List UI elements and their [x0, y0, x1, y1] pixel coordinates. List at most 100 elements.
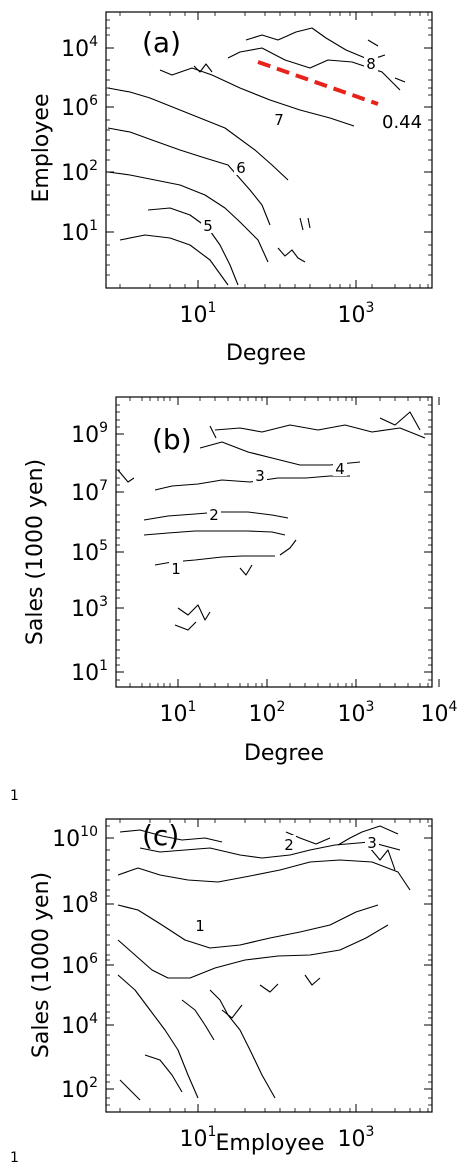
stray-mark-2: 1 [10, 1150, 19, 1166]
x-tick-label: 101 [180, 1124, 217, 1152]
contour-line [144, 1054, 183, 1093]
contour-line [107, 127, 271, 226]
contour-level-label: 3 [367, 834, 377, 852]
contour-line [369, 847, 396, 871]
panel-label: (c) [142, 819, 179, 852]
contour-level-label: 6 [236, 159, 246, 177]
contour-line [119, 829, 223, 843]
contour-line [239, 564, 253, 576]
contour-label-bg [193, 916, 207, 933]
contour-line [159, 67, 355, 127]
panel-a: 101 103 104 106 102 101 8 7 6 5 (a) Degree Employee 0… [29, 11, 433, 366]
contour-label-bg [207, 505, 221, 522]
y-tick-label: 102 [61, 1075, 98, 1103]
contour-line [154, 475, 350, 491]
contour-line [307, 217, 311, 229]
y-tick-label: 101 [71, 658, 108, 686]
contour-line [107, 87, 289, 181]
contour-label-bg [364, 54, 378, 71]
contour-label-bg [234, 158, 248, 175]
contour-line [277, 247, 306, 263]
contour-line [117, 924, 389, 979]
y-tick-label: 1010 [52, 824, 98, 852]
contour-label-bg [282, 835, 296, 852]
contour-line [279, 539, 297, 556]
contour-level-label: 8 [366, 55, 376, 73]
x-axis-label: Degree [226, 341, 306, 366]
contour-line [177, 604, 211, 621]
contour-level-label: 2 [209, 506, 219, 524]
contour-line [245, 27, 386, 61]
contour-line [199, 441, 361, 466]
contour-line [193, 63, 213, 73]
contour-level-label: 3 [255, 467, 265, 485]
contour-line [181, 999, 215, 1041]
contour-line [367, 39, 379, 47]
y-tick-label: 105 [71, 538, 108, 566]
contour-line [379, 411, 421, 431]
x-tick-label: 103 [338, 1124, 375, 1152]
contour-line [209, 425, 217, 439]
x-tick-label: 101 [160, 699, 197, 727]
contour-label-bg [365, 833, 379, 850]
contour-level-label: 5 [203, 217, 213, 235]
contour-level-label: 1 [171, 560, 181, 578]
panel-c: 101 103 1010 108 106 104 102 3 2 1 (c) Employee Sale… [29, 818, 433, 1156]
panel-label: (a) [142, 26, 181, 59]
y-tick-label: 104 [61, 1011, 98, 1039]
x-tick-label: 103 [338, 699, 375, 727]
contour-line [147, 207, 239, 286]
x-tick-label: 103 [338, 300, 375, 328]
contour-line [143, 530, 286, 536]
plot-frame [105, 818, 433, 1113]
x-tick-label: 101 [180, 300, 217, 328]
y-tick-label: 101 [61, 218, 98, 246]
x-tick-label: 104 [421, 699, 458, 727]
y-tick-label: 109 [71, 420, 108, 448]
contour-level-label: 4 [335, 460, 345, 478]
plot-frame [115, 396, 433, 688]
y-tick-label: 106 [61, 93, 98, 121]
y-tick-label: 107 [71, 478, 108, 506]
x-axis-label: Employee [216, 1131, 325, 1156]
contour-line [139, 841, 401, 859]
contour-line [221, 1004, 243, 1019]
contour-line [259, 983, 279, 993]
contour-line [107, 171, 269, 263]
contour-label-bg [169, 559, 183, 576]
contour-line [209, 989, 276, 1099]
y-tick-label: 104 [61, 34, 98, 62]
contour-label-bg [333, 459, 347, 476]
x-axis-label: Degree [244, 741, 324, 766]
contour-line [117, 469, 135, 483]
contour-line [174, 621, 197, 631]
contour-line [117, 904, 379, 949]
y-tick-label: 102 [61, 158, 98, 186]
contour-line [119, 1079, 141, 1101]
contour-level-label: 1 [195, 917, 205, 935]
contour-line [214, 424, 426, 439]
slope-fit-line [257, 60, 379, 106]
stray-mark-1: 1 [10, 788, 19, 804]
y-tick-label: 108 [61, 890, 98, 918]
contour-line [119, 234, 229, 286]
contour-label-bg [272, 110, 286, 127]
contour-line [394, 77, 406, 83]
panel-b: 101 102 103 104 109 107 105 103 101 4 3 2 1 (b) Degree… [23, 396, 458, 766]
contour-line [337, 825, 399, 846]
y-tick-label: 103 [71, 594, 108, 622]
contour-line [117, 974, 199, 1099]
y-axis-label: Employee [29, 94, 54, 203]
contour-level-label: 2 [284, 836, 294, 854]
x-tick-label: 102 [249, 699, 286, 727]
contour-label-bg [253, 466, 267, 483]
contour-line [304, 974, 321, 986]
slope-annotation: 0.44 [382, 112, 422, 133]
contour-line [299, 217, 304, 231]
contour-level-label: 7 [274, 111, 284, 129]
panel-label: (b) [152, 423, 192, 456]
y-axis-label: Sales (1000 yen) [23, 459, 48, 645]
contour-label-bg [201, 216, 215, 233]
y-tick-label: 106 [61, 951, 98, 979]
